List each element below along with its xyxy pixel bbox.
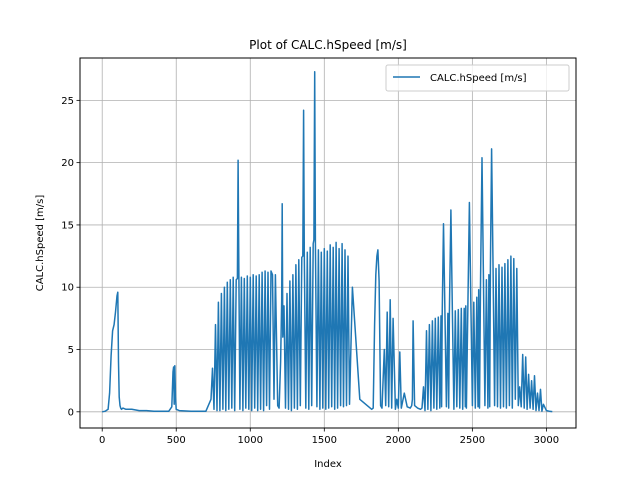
x-tick-label: 2000 — [386, 435, 411, 446]
legend: CALC.hSpeed [m/s] — [385, 64, 570, 92]
axes-frame — [79, 57, 577, 429]
y-tick-label: 5 — [68, 345, 74, 356]
y-tick-label: 20 — [61, 158, 74, 169]
y-tick-label: 0 — [68, 407, 74, 418]
legend-label: CALC.hSpeed [m/s] — [430, 73, 527, 84]
x-tick-label: 500 — [167, 435, 186, 446]
x-tick-label: 0 — [99, 435, 105, 446]
x-axis-label: Index — [314, 459, 342, 470]
x-axis: 0 500 1000 1500 2000 2500 3000 — [99, 428, 559, 446]
x-tick-label: 3000 — [534, 435, 559, 446]
y-tick-label: 15 — [61, 220, 74, 231]
x-tick-label: 1000 — [238, 435, 263, 446]
x-tick-label: 2500 — [460, 435, 485, 446]
y-tick-label: 10 — [61, 283, 74, 294]
legend-box — [385, 64, 570, 92]
y-axis: 0 5 10 15 20 25 — [61, 96, 80, 418]
plot-area — [102, 70, 553, 413]
y-tick-label: 25 — [61, 96, 74, 107]
y-axis-label: CALC.hSpeed [m/s] — [35, 195, 46, 292]
chart-title: Plot of CALC.hSpeed [m/s] — [249, 38, 407, 52]
series-line — [102, 70, 553, 413]
x-tick-label: 1500 — [312, 435, 337, 446]
